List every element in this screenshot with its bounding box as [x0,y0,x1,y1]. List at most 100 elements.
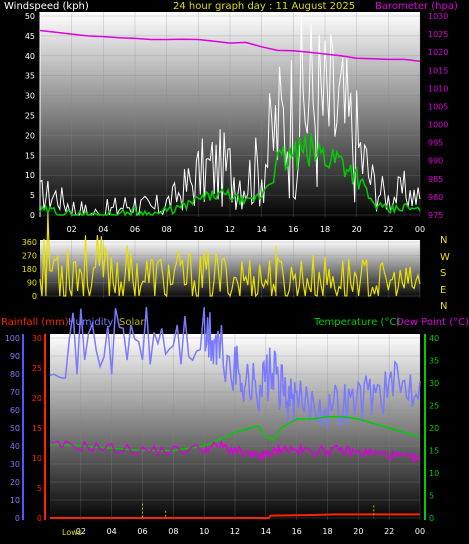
wind-x-tick: 04 [98,225,108,234]
humidity-y-tick: 0 [15,514,20,523]
barometer-y-tick: 1020 [428,48,448,57]
rain-y-tick: 0 [37,514,42,523]
wind-y-tick: 20 [25,131,35,140]
humidity-y-tick: 70 [10,388,20,397]
barometer-y-tick: 1030 [428,12,448,21]
humidity-y-tick: 30 [10,460,20,469]
climate-x-tick: 00 [415,527,425,536]
wind-x-tick: 16 [288,225,298,234]
barometer-y-tick: 975 [428,211,443,220]
direction-y-tick: 270 [22,252,37,261]
wind-y-tick: 35 [25,72,35,81]
climate-x-tick: 10 [199,527,209,536]
chart-title: 24 hour graph day : 11 August 2025 [173,1,355,12]
temperature-y-tick: 10 [429,469,439,478]
solar-axis-label: Solar [119,317,145,328]
barometer-y-tick: 1025 [428,30,448,39]
climate-x-tick: 04 [107,527,117,536]
wind-x-tick: 08 [162,225,172,234]
humidity-y-tick: 40 [10,442,20,451]
wind-x-tick: 10 [193,225,203,234]
wind-x-tick: 12 [225,225,235,234]
wind-y-tick: 45 [25,32,35,41]
wind-x-tick: 20 [352,225,362,234]
temperature-axis-label: Temperature (°C) [313,317,400,328]
temperature-y-tick: 25 [429,402,439,411]
humidity-y-tick: 90 [10,352,20,361]
humidity-y-tick: 10 [10,496,20,505]
wind-y-tick: 40 [25,52,35,61]
dewpoint-axis-label: Dew Point (°C) [396,317,469,328]
humidity-y-tick: 100 [5,334,20,343]
rain-y-tick: 20 [32,394,42,403]
temperature-y-tick: 40 [429,334,439,343]
wind-y-tick: 10 [25,171,35,180]
compass-w: W [440,252,450,263]
wind-y-tick: 50 [25,12,35,21]
direction-y-tick: 0 [32,292,37,301]
compass-e: E [440,285,446,296]
barometer-y-tick: 1000 [428,121,448,130]
wind-direction-line [39,213,421,298]
climate-x-tick: 20 [353,527,363,536]
barometer-y-tick: 1005 [428,102,448,111]
wind-x-tick: 18 [320,225,330,234]
wind-y-tick: 15 [25,151,35,160]
barometer-y-tick: 980 [428,193,443,202]
rain-y-tick: 5 [37,484,42,493]
barometer-y-tick: 985 [428,175,443,184]
compass-s: S [440,268,446,279]
direction-y-tick: 90 [27,279,37,288]
barometer-y-tick: 1015 [428,66,448,75]
wind-y-tick: 5 [30,191,35,200]
barometer-y-tick: 995 [428,139,443,148]
temperature-y-tick: 30 [429,379,439,388]
humidity-y-tick: 20 [10,478,20,487]
climate-x-tick: 06 [137,527,147,536]
climate-x-tick: 22 [384,527,394,536]
humidity-y-tick: 60 [10,406,20,415]
barometer-y-tick: 990 [428,157,443,166]
humidity-axis-label: Humidity [68,317,113,328]
temperature-line [49,416,421,452]
windspeed-axis-label: Windspeed (kph) [4,1,89,12]
humidity-line [49,306,421,429]
chart-marks [39,13,421,519]
humidity-y-tick: 80 [10,370,20,379]
wind-x-tick: 02 [67,225,77,234]
compass-n-bottom: N [440,301,447,312]
wind-x-tick: 00 [415,225,425,234]
direction-y-tick: 360 [22,238,37,247]
wind-y-tick: 0 [30,211,35,220]
barometer-axis-label: Barometer (hpa) [375,1,458,12]
rain-y-tick: 15 [32,424,42,433]
wind-y-tick: 25 [25,112,35,121]
compass-n-top: N [440,235,447,246]
climate-x-tick: 18 [322,527,332,536]
dewpoint-line [49,439,421,463]
lows-label: Lows [62,528,82,537]
wind-x-tick: 22 [383,225,393,234]
wind-x-tick: 06 [130,225,140,234]
direction-y-tick: 180 [22,265,37,274]
rain-y-tick: 30 [32,334,42,343]
temperature-y-tick: 15 [429,447,439,456]
climate-x-tick: 12 [230,527,240,536]
rainfall-line [50,513,420,519]
climate-x-tick: 02 [76,527,86,536]
climate-x-tick: 16 [292,527,302,536]
climate-x-tick: 08 [168,527,178,536]
barometer-y-tick: 1010 [428,84,448,93]
temperature-y-tick: 20 [429,424,439,433]
temperature-y-tick: 5 [429,492,434,501]
wind-x-tick: 14 [257,225,267,234]
temperature-y-tick: 35 [429,357,439,366]
climate-x-tick: 14 [261,527,271,536]
barometer-line [39,29,421,62]
rainfall-axis-label: Rainfall (mm) [1,317,69,328]
tick-labels: 0510152025303540455097598098599099510001… [5,12,449,536]
rain-y-tick: 10 [32,454,42,463]
wind-y-tick: 30 [25,92,35,101]
wind-average-line [39,133,421,217]
